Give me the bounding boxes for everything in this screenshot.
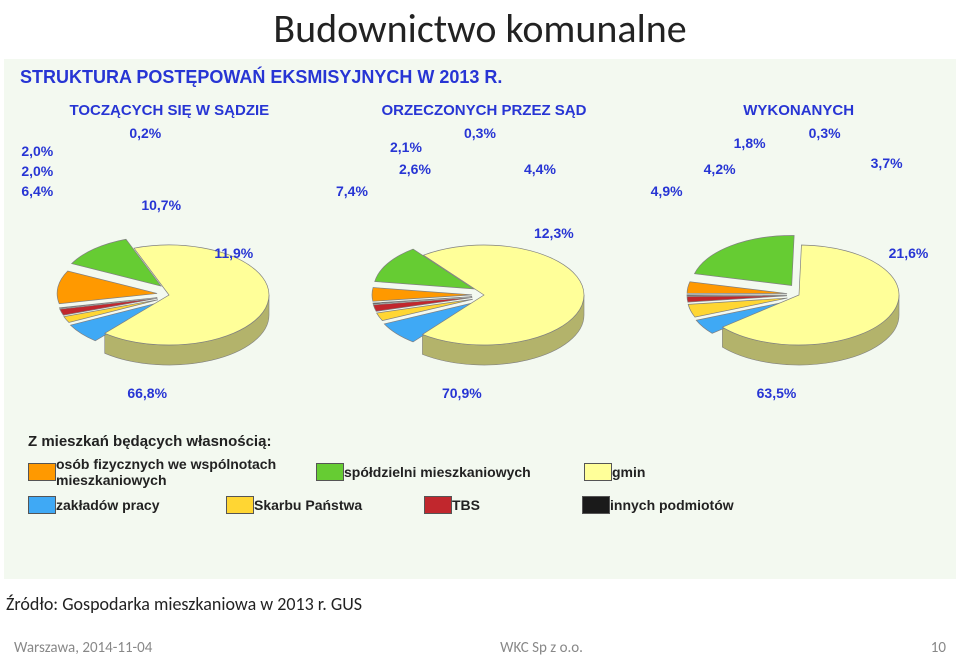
pie-0-label-3: 0,2% xyxy=(129,125,161,141)
legend-skarb-swatch xyxy=(226,496,254,514)
col-title-1: ORZECZONYCH PRZEZ SĄD xyxy=(334,102,634,119)
legend-osob-label: osób fizycznych we wspólnotach mieszkani… xyxy=(56,456,306,488)
pie-chart-2: 4,9% 4,2% 1,8% 0,3% 3,7% 21,6% 63,5% xyxy=(649,125,949,425)
pie-1-label-2: 2,1% xyxy=(390,139,422,155)
pie-1-label-1: 2,6% xyxy=(399,161,431,177)
pie-0-label-6: 66,8% xyxy=(127,385,167,401)
legend-zakl-label: zakładów pracy xyxy=(56,497,216,513)
pie-2-label-1: 4,2% xyxy=(704,161,736,177)
pie-2-label-0: 4,9% xyxy=(651,183,683,199)
legend: Z mieszkań będących własnością: osób fiz… xyxy=(28,433,956,514)
legend-tbs-swatch xyxy=(424,496,452,514)
legend-skarb-label: Skarbu Państwa xyxy=(254,497,414,513)
pie-chart-1: 7,4% 2,6% 2,1% 0,3% 4,4% 12,3% 70,9% xyxy=(334,125,634,425)
slice-inn xyxy=(687,295,787,296)
source-text: Źródło: Gospodarka mieszkaniowa w 2013 r… xyxy=(6,593,960,615)
legend-zakl-swatch xyxy=(28,496,56,514)
pie-2-label-4: 3,7% xyxy=(871,155,903,171)
legend-inn-swatch xyxy=(582,496,610,514)
legend-tbs-label: TBS xyxy=(452,497,572,513)
pie-2-label-2: 1,8% xyxy=(734,135,766,151)
col-title-2: WYKONANYCH xyxy=(649,102,949,119)
pie-0-label-5: 11,9% xyxy=(214,245,253,261)
legend-gmin-label: gmin xyxy=(612,464,792,480)
legend-gmin-swatch xyxy=(584,463,612,481)
pie-0-label-1: 2,0% xyxy=(21,163,53,179)
legend-spol-label: spółdzielni mieszkaniowych xyxy=(344,464,574,480)
chart-title: STRUKTURA POSTĘPOWAŃ EKSMISYJNYCH W 2013… xyxy=(20,67,956,88)
pie-2-label-6: 63,5% xyxy=(757,385,797,401)
footer-center: WKC Sp z o.o. xyxy=(500,639,583,657)
slice-osob xyxy=(687,282,787,294)
footer-left: Warszawa, 2014-11-04 xyxy=(14,639,152,657)
legend-inn-label: innych podmiotów xyxy=(610,497,770,513)
pie-2-label-5: 21,6% xyxy=(889,245,929,261)
footer-right: 10 xyxy=(931,639,946,657)
pie-1-label-6: 70,9% xyxy=(442,385,482,401)
pie-0-label-0: 6,4% xyxy=(21,183,53,199)
pie-0-label-2: 2,0% xyxy=(21,143,53,159)
slice-spol xyxy=(694,235,794,285)
pie-1-label-4: 4,4% xyxy=(524,161,556,177)
legend-spol-swatch xyxy=(316,463,344,481)
pie-1-label-3: 0,3% xyxy=(464,125,496,141)
column-titles: TOCZĄCYCH SIĘ W SĄDZIE ORZECZONYCH PRZEZ… xyxy=(12,102,956,119)
pie-row: 6,4% 2,0% 2,0% 0,2% 10,7% 11,9% 66,8% 7,4% 2,6% 2… xyxy=(12,125,956,425)
pie-2-label-3: 0,3% xyxy=(809,125,841,141)
pie-0-label-4: 10,7% xyxy=(141,197,181,213)
legend-title: Z mieszkań będących własnością: xyxy=(28,433,956,450)
chart-area: STRUKTURA POSTĘPOWAŃ EKSMISYJNYCH W 2013… xyxy=(4,59,956,579)
pie-1-label-0: 7,4% xyxy=(336,183,368,199)
legend-osob-swatch xyxy=(28,463,56,481)
pie-chart-0: 6,4% 2,0% 2,0% 0,2% 10,7% 11,9% 66,8% xyxy=(19,125,319,425)
page-title: Budownictwo komunalne xyxy=(0,4,960,53)
footer: Warszawa, 2014-11-04 WKC Sp z o.o. 10 xyxy=(0,639,960,657)
pie-1-label-5: 12,3% xyxy=(534,225,574,241)
col-title-0: TOCZĄCYCH SIĘ W SĄDZIE xyxy=(19,102,319,119)
